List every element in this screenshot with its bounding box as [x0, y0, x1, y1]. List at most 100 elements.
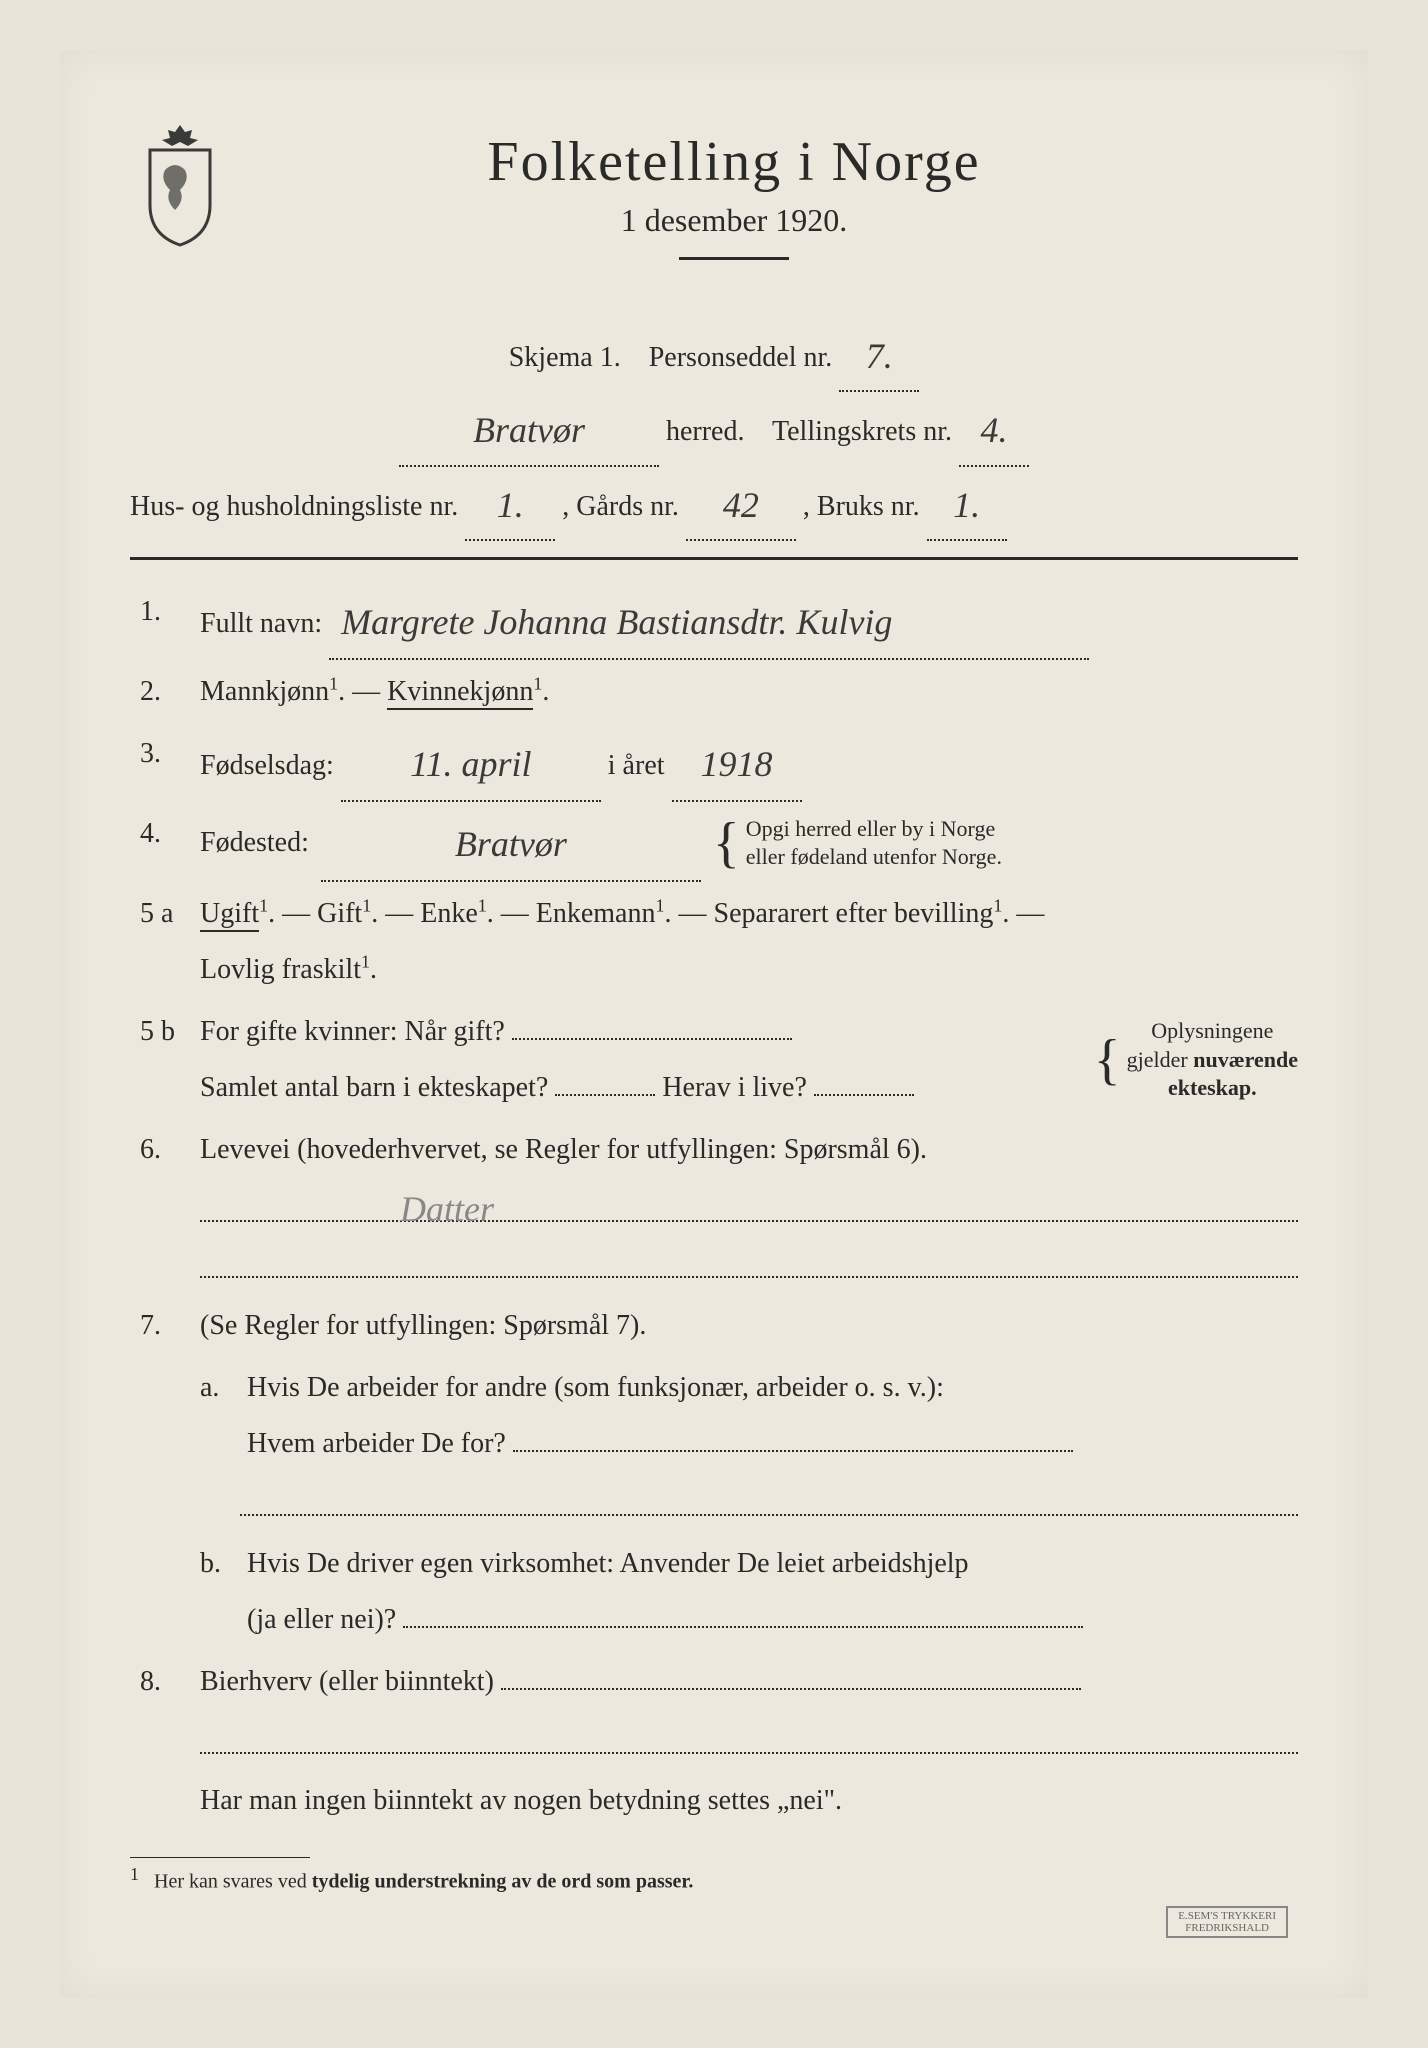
q6-row: 6. Levevei (hovederhvervet, se Regler fo… [130, 1122, 1298, 1178]
gards-nr: 42 [686, 471, 796, 541]
meta-line-1: Skjema 1. Personseddel nr. 7. [130, 320, 1298, 390]
q7a-num: a. [200, 1360, 240, 1416]
q2-sup1: 1 [329, 674, 338, 694]
q4-note: { Opgi herred eller by i Norge eller fød… [713, 815, 1002, 872]
q2-mann: Mannkjønn [200, 676, 329, 707]
gards-label: , Gårds nr. [562, 491, 679, 522]
q5a-gift: Gift [317, 898, 362, 929]
tellingskrets-label: Tellingskrets nr. [772, 416, 952, 447]
title-rule [679, 257, 789, 260]
q6-value-line: Datter [200, 1186, 1298, 1222]
q5b-row: 5 b For gifte kvinner: Når gift? Samlet … [130, 1004, 1298, 1116]
q5a-num: 5 a [130, 886, 200, 998]
q7-num: 7. [130, 1298, 200, 1354]
q5b-blank2 [555, 1094, 655, 1096]
personseddel-label: Personseddel nr. [649, 342, 833, 373]
q5b-blank1 [512, 1038, 792, 1040]
q5a-fraskilt: Lovlig fraskilt [200, 954, 361, 985]
brace-icon-2: { [1094, 1038, 1121, 1083]
q8-num: 8. [130, 1654, 200, 1710]
q7b-line1: Hvis De driver egen virksomhet: Anvender… [247, 1548, 969, 1579]
q8-blank-line [200, 1718, 1298, 1754]
q3-row: 3. Fødselsdag: 11. april i året 1918 [130, 726, 1298, 800]
q3-year: 1918 [672, 728, 802, 802]
q5b-line2a: Samlet antal barn i ekteskapet? [200, 1072, 548, 1103]
q2-row: 2. Mannkjønn1. — Kvinnekjønn1. [130, 664, 1298, 720]
q5a-enke: Enke [420, 898, 478, 929]
q3-year-label: i året [608, 750, 665, 781]
q7a-blank-line [240, 1480, 1298, 1516]
herred-label: herred. [666, 416, 745, 447]
q3-label: Fødselsdag: [200, 750, 334, 781]
census-form-page: Folketelling i Norge 1 desember 1920. Sk… [60, 50, 1368, 1998]
footnote-text: Her kan svares ved tydelig understreknin… [154, 1871, 693, 1893]
q2-sep: — [352, 676, 387, 707]
q7a-row: a. Hvis De arbeider for andre (som funks… [130, 1360, 1298, 1472]
q4-note2: eller fødeland utenfor Norge. [746, 844, 1002, 869]
q5b-num: 5 b [130, 1004, 200, 1116]
tellingskrets-nr: 4. [959, 396, 1029, 466]
q7b-num: b. [200, 1536, 240, 1592]
q6-value: Datter [200, 1189, 494, 1229]
meta-line-2: Bratvør herred. Tellingskrets nr. 4. [130, 394, 1298, 464]
q7b-line2: (ja eller nei)? [247, 1604, 396, 1635]
subtitle: 1 desember 1920. [270, 202, 1198, 239]
q5b-line2b: Herav i live? [662, 1072, 807, 1103]
q4-label: Fødested: [200, 815, 309, 871]
header: Folketelling i Norge 1 desember 1920. [130, 130, 1298, 300]
q1-num: 1. [130, 584, 200, 658]
q7a-line1: Hvis De arbeider for andre (som funksjon… [247, 1372, 944, 1403]
husliste-label: Hus- og husholdningsliste nr. [130, 491, 458, 522]
q5b-line1: For gifte kvinner: Når gift? [200, 1016, 505, 1047]
q7a-blank [513, 1450, 1073, 1452]
q5b-note3: ekteskap. [1168, 1075, 1257, 1100]
main-title: Folketelling i Norge [270, 130, 1198, 194]
skjema-label: Skjema 1. [509, 342, 621, 373]
printer-stamp: E.SEM'S TRYKKERI FREDRIKSHALD [1166, 1906, 1288, 1938]
q6-num: 6. [130, 1122, 200, 1178]
q7a-line2: Hvem arbeider De for? [247, 1428, 506, 1459]
q7-row: 7. (Se Regler for utfyllingen: Spørsmål … [130, 1298, 1298, 1354]
bottom-note: Har man ingen biinntekt av nogen betydni… [200, 1774, 1298, 1827]
footnote-rule [130, 1857, 310, 1858]
q5b-note2: gjelder nuværende [1127, 1047, 1298, 1072]
q4-note1: Opgi herred eller by i Norge [746, 816, 995, 841]
bruks-label: , Bruks nr. [803, 491, 920, 522]
q6-blank-line [200, 1242, 1298, 1278]
q5a-ugift: Ugift [200, 898, 259, 932]
q7-label: (Se Regler for utfyllingen: Spørsmål 7). [200, 1310, 646, 1341]
q2-num: 2. [130, 664, 200, 720]
q3-day: 11. april [341, 728, 601, 802]
q3-num: 3. [130, 726, 200, 800]
q7b-blank [403, 1626, 1083, 1628]
q5b-note1: Oplysningene [1151, 1018, 1273, 1043]
q2-sup2: 1 [533, 674, 542, 694]
q1-value: Margrete Johanna Bastiansdtr. Kulvig [329, 586, 1089, 660]
q8-label: Bierhverv (eller biinntekt) [200, 1666, 494, 1697]
q4-value: Bratvør [321, 808, 701, 882]
divider-top [130, 557, 1298, 560]
q8-blank [501, 1688, 1081, 1690]
personseddel-nr: 7. [839, 322, 919, 392]
q8-row: 8. Bierhverv (eller biinntekt) [130, 1654, 1298, 1710]
q5b-blank3 [814, 1094, 914, 1096]
q5a-row: 5 a Ugift1. — Gift1. — Enke1. — Enkemann… [130, 886, 1298, 998]
q1-label: Fullt navn: [200, 608, 322, 639]
brace-icon: { [713, 821, 740, 866]
q5b-note: { Oplysningene gjelder nuværende ekteska… [1094, 1017, 1298, 1103]
stamp-line2: FREDRIKSHALD [1178, 1922, 1276, 1934]
q1-row: 1. Fullt navn: Margrete Johanna Bastians… [130, 584, 1298, 658]
q6-label: Levevei (hovederhvervet, se Regler for u… [200, 1134, 927, 1165]
title-block: Folketelling i Norge 1 desember 1920. [270, 130, 1298, 300]
stamp-line1: E.SEM'S TRYKKERI [1178, 1910, 1276, 1922]
herred-name: Bratvør [399, 396, 659, 466]
footnote: 1 Her kan svares ved tydelig understrekn… [130, 1857, 1298, 1894]
husliste-nr: 1. [465, 471, 555, 541]
bruks-nr: 1. [927, 471, 1007, 541]
meta-line-3: Hus- og husholdningsliste nr. 1. , Gårds… [130, 469, 1298, 539]
footnote-num: 1 [130, 1864, 139, 1884]
q2-kvinne: Kvinnekjønn [387, 676, 533, 710]
q5a-separert: Separarert efter bevilling [714, 898, 994, 929]
q4-row: 4. Fødested: Bratvør { Opgi herred eller… [130, 806, 1298, 880]
q7b-row: b. Hvis De driver egen virksomhet: Anven… [130, 1536, 1298, 1648]
